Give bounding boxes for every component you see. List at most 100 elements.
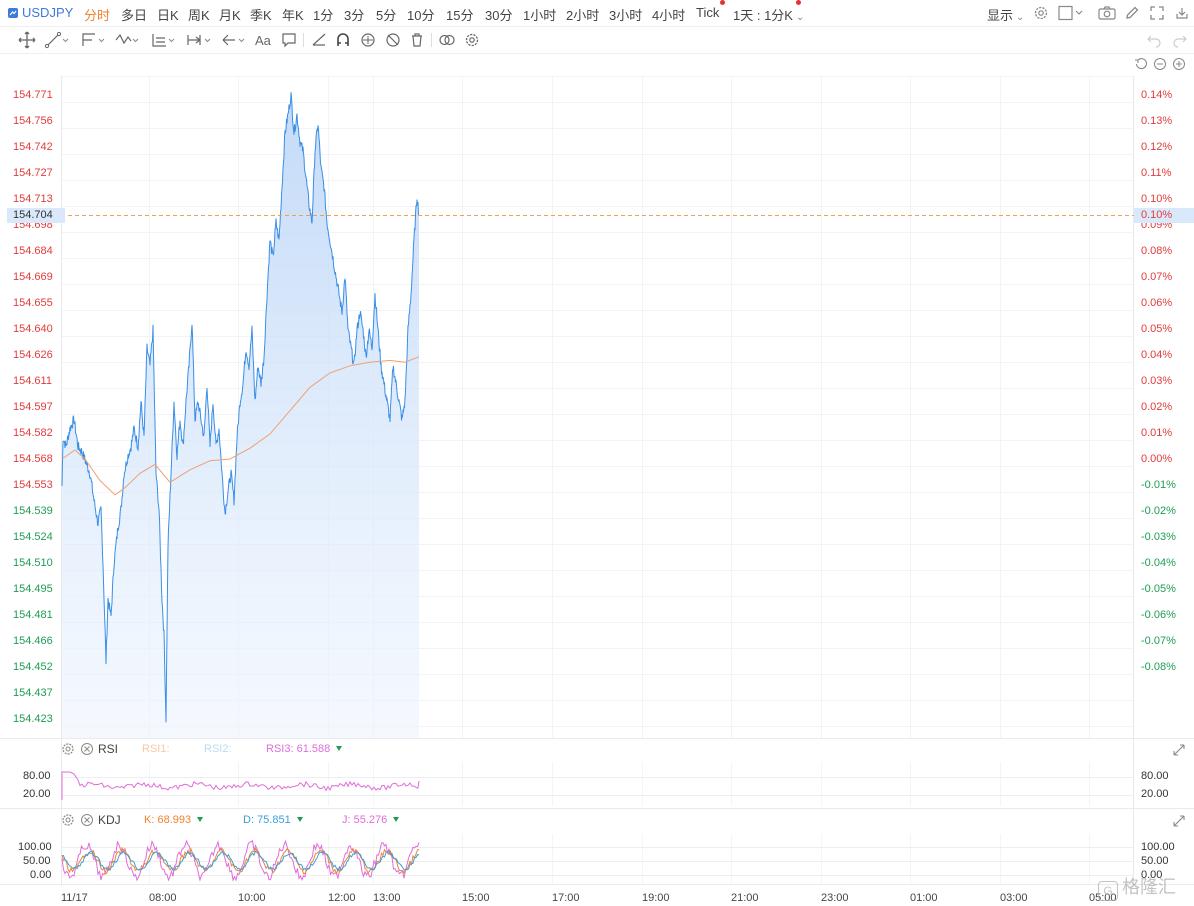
trend-line-icon[interactable] (44, 30, 70, 50)
rsi-name: RSI (98, 742, 119, 756)
price-tick-label: 154.655 (13, 297, 53, 309)
zoom-in-icon[interactable] (1172, 57, 1186, 74)
tab-2hour[interactable]: 2小时 (566, 8, 600, 23)
percent-tick-label: 0.04% (1141, 349, 1173, 361)
tab-3min[interactable]: 3分 (344, 8, 365, 23)
percent-tick-label: 0.13% (1141, 115, 1173, 127)
price-line (61, 92, 420, 723)
price-tick-label: 154.524 (13, 531, 53, 543)
price-tick-label: 154.640 (13, 323, 53, 335)
j-label: J: (342, 814, 351, 826)
price-tick-label: 154.626 (13, 349, 53, 361)
undo-icon[interactable] (1146, 30, 1162, 50)
tab-monthly[interactable]: 月K (219, 8, 241, 23)
reset-chart-icon[interactable] (1134, 57, 1148, 74)
price-tick-label: 154.495 (13, 583, 53, 595)
fibonacci-tool-icon[interactable] (150, 30, 176, 50)
tab-multi-day[interactable]: 多日 (121, 8, 148, 23)
percent-tick-label: -0.04% (1141, 557, 1176, 569)
tab-custom-period[interactable]: 1天 : 1分K ⌄ (733, 5, 804, 24)
price-area-fill (62, 92, 419, 739)
pen-edit-icon[interactable] (1124, 5, 1140, 24)
kdj-k-readout: K: 68.993 (144, 814, 204, 826)
down-triangle-icon (296, 817, 303, 822)
k-value: 68.993 (157, 814, 192, 826)
kdj-name: KDJ (98, 813, 121, 827)
current-percent-tag: 0.10% (1134, 208, 1194, 223)
time-tick-label: 21:00 (731, 892, 759, 904)
percent-tick-label: 0.00% (1141, 453, 1173, 465)
arrow-tool-icon[interactable] (220, 30, 246, 50)
time-tick-label: 01:00 (910, 892, 938, 904)
channel-tool-icon[interactable] (80, 30, 106, 50)
zoom-out-icon[interactable] (1153, 57, 1167, 74)
tab-tick[interactable]: Tick (696, 5, 720, 20)
rsi-close-icon[interactable] (80, 742, 94, 759)
down-triangle-icon (336, 746, 343, 751)
wave-tool-icon[interactable] (114, 30, 140, 50)
angle-tool-icon[interactable] (311, 30, 327, 50)
hide-drawing-icon[interactable] (384, 30, 402, 50)
price-tick-label: 154.713 (13, 193, 53, 205)
time-tick-label: 08:00 (149, 892, 177, 904)
lock-drawing-icon[interactable] (359, 30, 377, 50)
rsi-expand-icon[interactable] (1172, 743, 1186, 760)
tab-3hour[interactable]: 3小时 (609, 8, 643, 23)
chevron-down-icon: ⌄ (1016, 12, 1025, 23)
tab-30min[interactable]: 30分 (485, 8, 513, 23)
text-tool-icon[interactable]: Aa (255, 32, 271, 48)
redo-icon[interactable] (1172, 30, 1188, 50)
settings-gear-icon[interactable] (1033, 5, 1049, 24)
chevron-down-icon: ⌄ (795, 12, 805, 23)
tab-yearly[interactable]: 年K (282, 8, 304, 23)
magnet-icon[interactable] (335, 30, 351, 50)
percent-tick-label: 0.12% (1141, 141, 1173, 153)
rsi-settings-gear-icon[interactable] (61, 742, 75, 759)
price-tick-label: 154.611 (13, 375, 52, 387)
toolbar-divider (431, 33, 432, 47)
measure-tool-icon[interactable] (186, 30, 212, 50)
tab-10min[interactable]: 10分 (407, 8, 435, 23)
tab-quarterly[interactable]: 季K (250, 8, 272, 23)
move-cross-icon[interactable] (17, 30, 37, 50)
tab-weekly[interactable]: 周K (188, 8, 210, 23)
kdj-k-line (61, 846, 420, 876)
tab-daily[interactable]: 日K (157, 8, 179, 23)
tab-5min[interactable]: 5分 (376, 8, 397, 23)
percent-tick-label: -0.06% (1141, 609, 1176, 621)
time-tick-label: 12:00 (328, 892, 356, 904)
percent-tick-label: -0.01% (1141, 479, 1176, 491)
j-value: 55.276 (353, 814, 388, 826)
drawing-settings-gear-icon[interactable] (463, 30, 481, 50)
symbol-selector[interactable]: USDJPY (8, 5, 73, 20)
percent-tick-label: 0.01% (1141, 427, 1173, 439)
price-tick-label: 154.771 (13, 89, 53, 101)
tab-4hour[interactable]: 4小时 (652, 8, 686, 23)
time-tick-label: 23:00 (821, 892, 849, 904)
watermark-text: 格隆汇 (1122, 877, 1176, 897)
tab-1min[interactable]: 1分 (313, 8, 334, 23)
time-tick-label: 19:00 (642, 892, 670, 904)
kdj-settings-gear-icon[interactable] (61, 813, 75, 830)
watermark-g-icon: G (1098, 881, 1118, 901)
display-menu[interactable]: 显示 ⌄ (987, 5, 1024, 24)
time-tick-label: 13:00 (373, 892, 401, 904)
percent-tick-label: 0.05% (1141, 323, 1173, 335)
kdj-close-icon[interactable] (80, 813, 94, 830)
camera-icon[interactable] (1098, 5, 1116, 24)
comment-tool-icon[interactable] (281, 30, 297, 50)
layout-select-icon[interactable] (1058, 5, 1084, 24)
kdj-expand-icon[interactable] (1172, 814, 1186, 831)
drawing-toolbar: Aa (0, 27, 1194, 54)
collapse-icon[interactable] (1174, 5, 1190, 24)
trash-icon[interactable] (409, 30, 425, 50)
tab-fenshi[interactable]: 分时 (84, 8, 111, 23)
compare-icon[interactable] (438, 30, 456, 50)
fullscreen-icon[interactable] (1149, 5, 1165, 24)
tab-15min[interactable]: 15分 (446, 8, 474, 23)
kdj-d-line (61, 850, 420, 872)
tab-1hour[interactable]: 1小时 (523, 8, 557, 23)
time-tick-label: 05:00 (1089, 892, 1117, 904)
percent-tick-label: 0.08% (1141, 245, 1173, 257)
